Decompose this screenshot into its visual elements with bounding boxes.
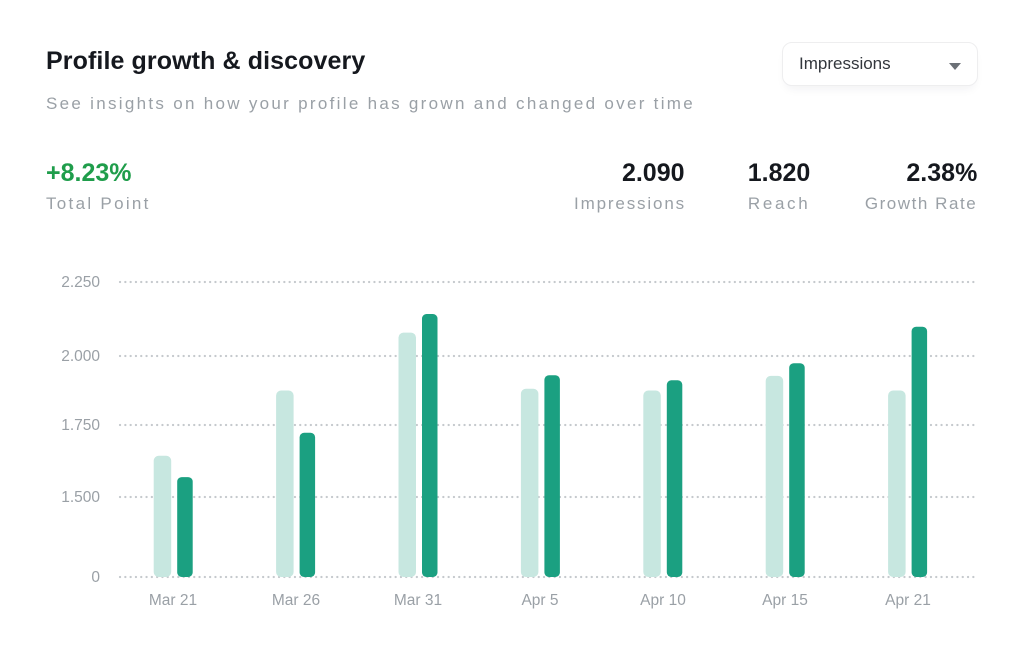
svg-text:Mar 26: Mar 26 xyxy=(272,592,320,609)
svg-text:2.250: 2.250 xyxy=(61,274,100,291)
svg-text:Apr 15: Apr 15 xyxy=(762,592,808,609)
svg-text:Mar 31: Mar 31 xyxy=(394,592,442,609)
svg-text:Apr 21: Apr 21 xyxy=(885,592,931,609)
svg-text:Apr 5: Apr 5 xyxy=(521,592,558,609)
svg-text:2.000: 2.000 xyxy=(61,348,100,365)
svg-text:1.500: 1.500 xyxy=(61,489,100,506)
svg-text:Apr 10: Apr 10 xyxy=(640,592,686,609)
svg-text:Mar 21: Mar 21 xyxy=(149,592,197,609)
svg-text:0: 0 xyxy=(91,569,100,586)
svg-text:1.750: 1.750 xyxy=(61,417,100,434)
